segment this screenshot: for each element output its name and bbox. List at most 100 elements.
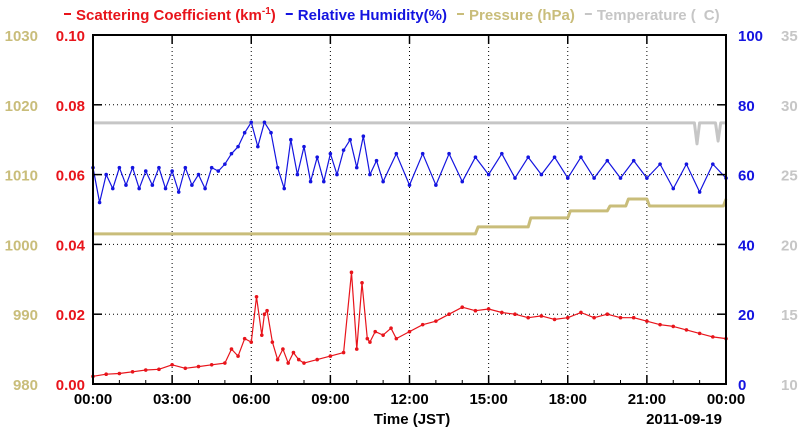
data-point-humidity: [697, 190, 702, 194]
data-point-humidity: [618, 176, 623, 180]
data-point-scattering: [684, 328, 689, 332]
scattering-tick-label: 0.06: [56, 168, 85, 185]
data-point-scattering: [394, 336, 399, 341]
pressure-tick-label: 1020: [5, 98, 38, 115]
data-point-humidity: [216, 169, 221, 173]
data-point-scattering: [183, 366, 188, 371]
data-point-humidity: [348, 137, 352, 142]
x-tick-label: 15:00: [469, 391, 507, 408]
data-point-humidity: [124, 183, 128, 187]
data-point-humidity: [97, 200, 102, 205]
data-point-scattering: [579, 310, 583, 315]
data-point-humidity: [671, 186, 676, 191]
data-point-scattering: [420, 322, 425, 327]
axes: 00:00 03:00 06:00 09:00 12:00 15:00 18:00 21:00…: [5, 28, 798, 408]
data-point-humidity: [368, 172, 372, 177]
data-point-humidity: [190, 183, 194, 187]
data-point-scattering: [365, 336, 370, 341]
x-axis-label: Time (JST): [374, 411, 450, 428]
data-point-scattering: [157, 367, 161, 372]
data-point-scattering: [104, 372, 108, 377]
data-point-scattering: [447, 312, 451, 317]
data-point-humidity: [645, 176, 649, 180]
data-point-scattering: [302, 361, 306, 365]
data-point-scattering: [286, 361, 290, 365]
data-point-scattering: [328, 354, 333, 358]
data-point-scattering: [486, 307, 491, 311]
data-point-scattering: [368, 340, 372, 344]
data-point-humidity: [150, 183, 155, 187]
data-point-humidity: [500, 151, 504, 156]
data-point-humidity: [289, 137, 293, 142]
data-point-scattering: [513, 312, 517, 317]
data-point-humidity: [104, 172, 108, 177]
data-point-humidity: [631, 158, 636, 163]
data-point-humidity: [565, 176, 570, 180]
data-point-scattering: [500, 310, 504, 315]
legend: Scattering Coefficient (km-1) Relative Hu…: [64, 6, 720, 24]
data-point-humidity: [420, 151, 425, 156]
data-point-scattering: [631, 315, 636, 320]
data-point-humidity: [196, 172, 201, 177]
pressure-tick-label: 980: [13, 377, 38, 394]
data-point-humidity: [163, 186, 168, 191]
x-tick-label: 00:00: [707, 391, 745, 408]
humidity-tick-label: 0: [738, 377, 746, 394]
legend-item: Pressure (hPa): [456, 7, 575, 24]
data-point-scattering: [605, 312, 610, 317]
data-point-scattering: [697, 331, 702, 336]
data-point-scattering: [242, 336, 247, 341]
data-point-scattering: [354, 347, 359, 351]
scattering-tick-label: 0.08: [56, 98, 85, 115]
data-point-humidity: [552, 155, 557, 159]
data-point-scattering: [249, 340, 254, 344]
data-point-humidity: [256, 144, 260, 149]
data-point-humidity: [513, 176, 517, 180]
data-point-scattering: [526, 315, 530, 320]
data-point-humidity: [223, 162, 227, 166]
data-point-humidity: [176, 190, 181, 194]
data-point-scattering: [236, 354, 240, 358]
data-point-humidity: [170, 169, 174, 173]
temperature-tick-label: 15: [781, 307, 798, 324]
legend-item: Scattering Coefficient (km-1): [64, 6, 276, 24]
data-point-scattering: [254, 294, 259, 299]
data-point-scattering: [434, 319, 438, 323]
humidity-tick-label: 100: [738, 28, 763, 45]
data-point-humidity: [335, 172, 339, 177]
data-point-scattering: [265, 308, 269, 313]
legend-label: Relative Humidity(%): [298, 7, 447, 24]
temperature-tick-label: 10: [781, 377, 798, 394]
data-point-scattering: [552, 317, 557, 322]
grid: [93, 35, 726, 384]
data-point-scattering: [711, 335, 715, 339]
data-point-humidity: [295, 172, 300, 177]
data-point-humidity: [308, 179, 313, 184]
data-point-humidity: [460, 179, 465, 184]
x-tick-label: 09:00: [311, 391, 349, 408]
data-point-humidity: [117, 165, 122, 170]
pressure-tick-label: 1010: [5, 168, 38, 185]
data-point-scattering: [209, 363, 214, 367]
data-point-humidity: [407, 183, 412, 187]
date-label: 2011-09-19: [646, 411, 722, 428]
data-point-scattering: [389, 326, 393, 330]
data-point-humidity: [394, 151, 399, 156]
data-point-scattering: [275, 357, 280, 362]
pressure-tick-label: 990: [13, 307, 38, 324]
x-tick-label: 12:00: [390, 391, 428, 408]
data-point-humidity: [282, 186, 287, 191]
legend-label: Temperature (C): [597, 7, 720, 24]
data-point-humidity: [137, 186, 141, 191]
data-point-humidity: [209, 165, 214, 170]
data-point-humidity: [592, 176, 596, 180]
scattering-tick-label: 0.04: [56, 237, 86, 254]
data-point-scattering: [592, 315, 596, 320]
legend-label: Pressure (hPa): [469, 7, 575, 24]
data-point-humidity: [434, 183, 438, 187]
x-tick-label: 18:00: [549, 391, 587, 408]
data-point-humidity: [447, 151, 451, 156]
temperature-tick-label: 25: [781, 168, 798, 185]
data-point-scattering: [671, 324, 676, 329]
